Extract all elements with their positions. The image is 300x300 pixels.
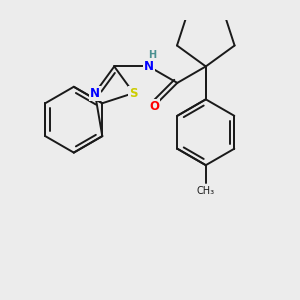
Text: N: N [144, 60, 154, 73]
Text: O: O [149, 100, 159, 113]
Text: CH₃: CH₃ [197, 186, 215, 196]
Text: S: S [129, 87, 138, 100]
Text: N: N [90, 87, 100, 100]
Text: H: H [148, 50, 156, 60]
